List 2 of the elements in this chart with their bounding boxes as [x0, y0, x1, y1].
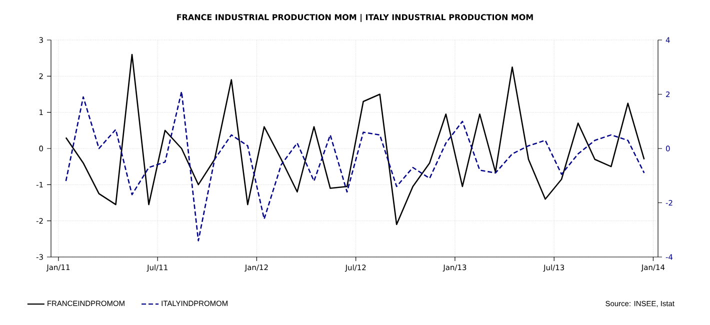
line-series: [65, 90, 645, 242]
line-series: [65, 54, 645, 226]
